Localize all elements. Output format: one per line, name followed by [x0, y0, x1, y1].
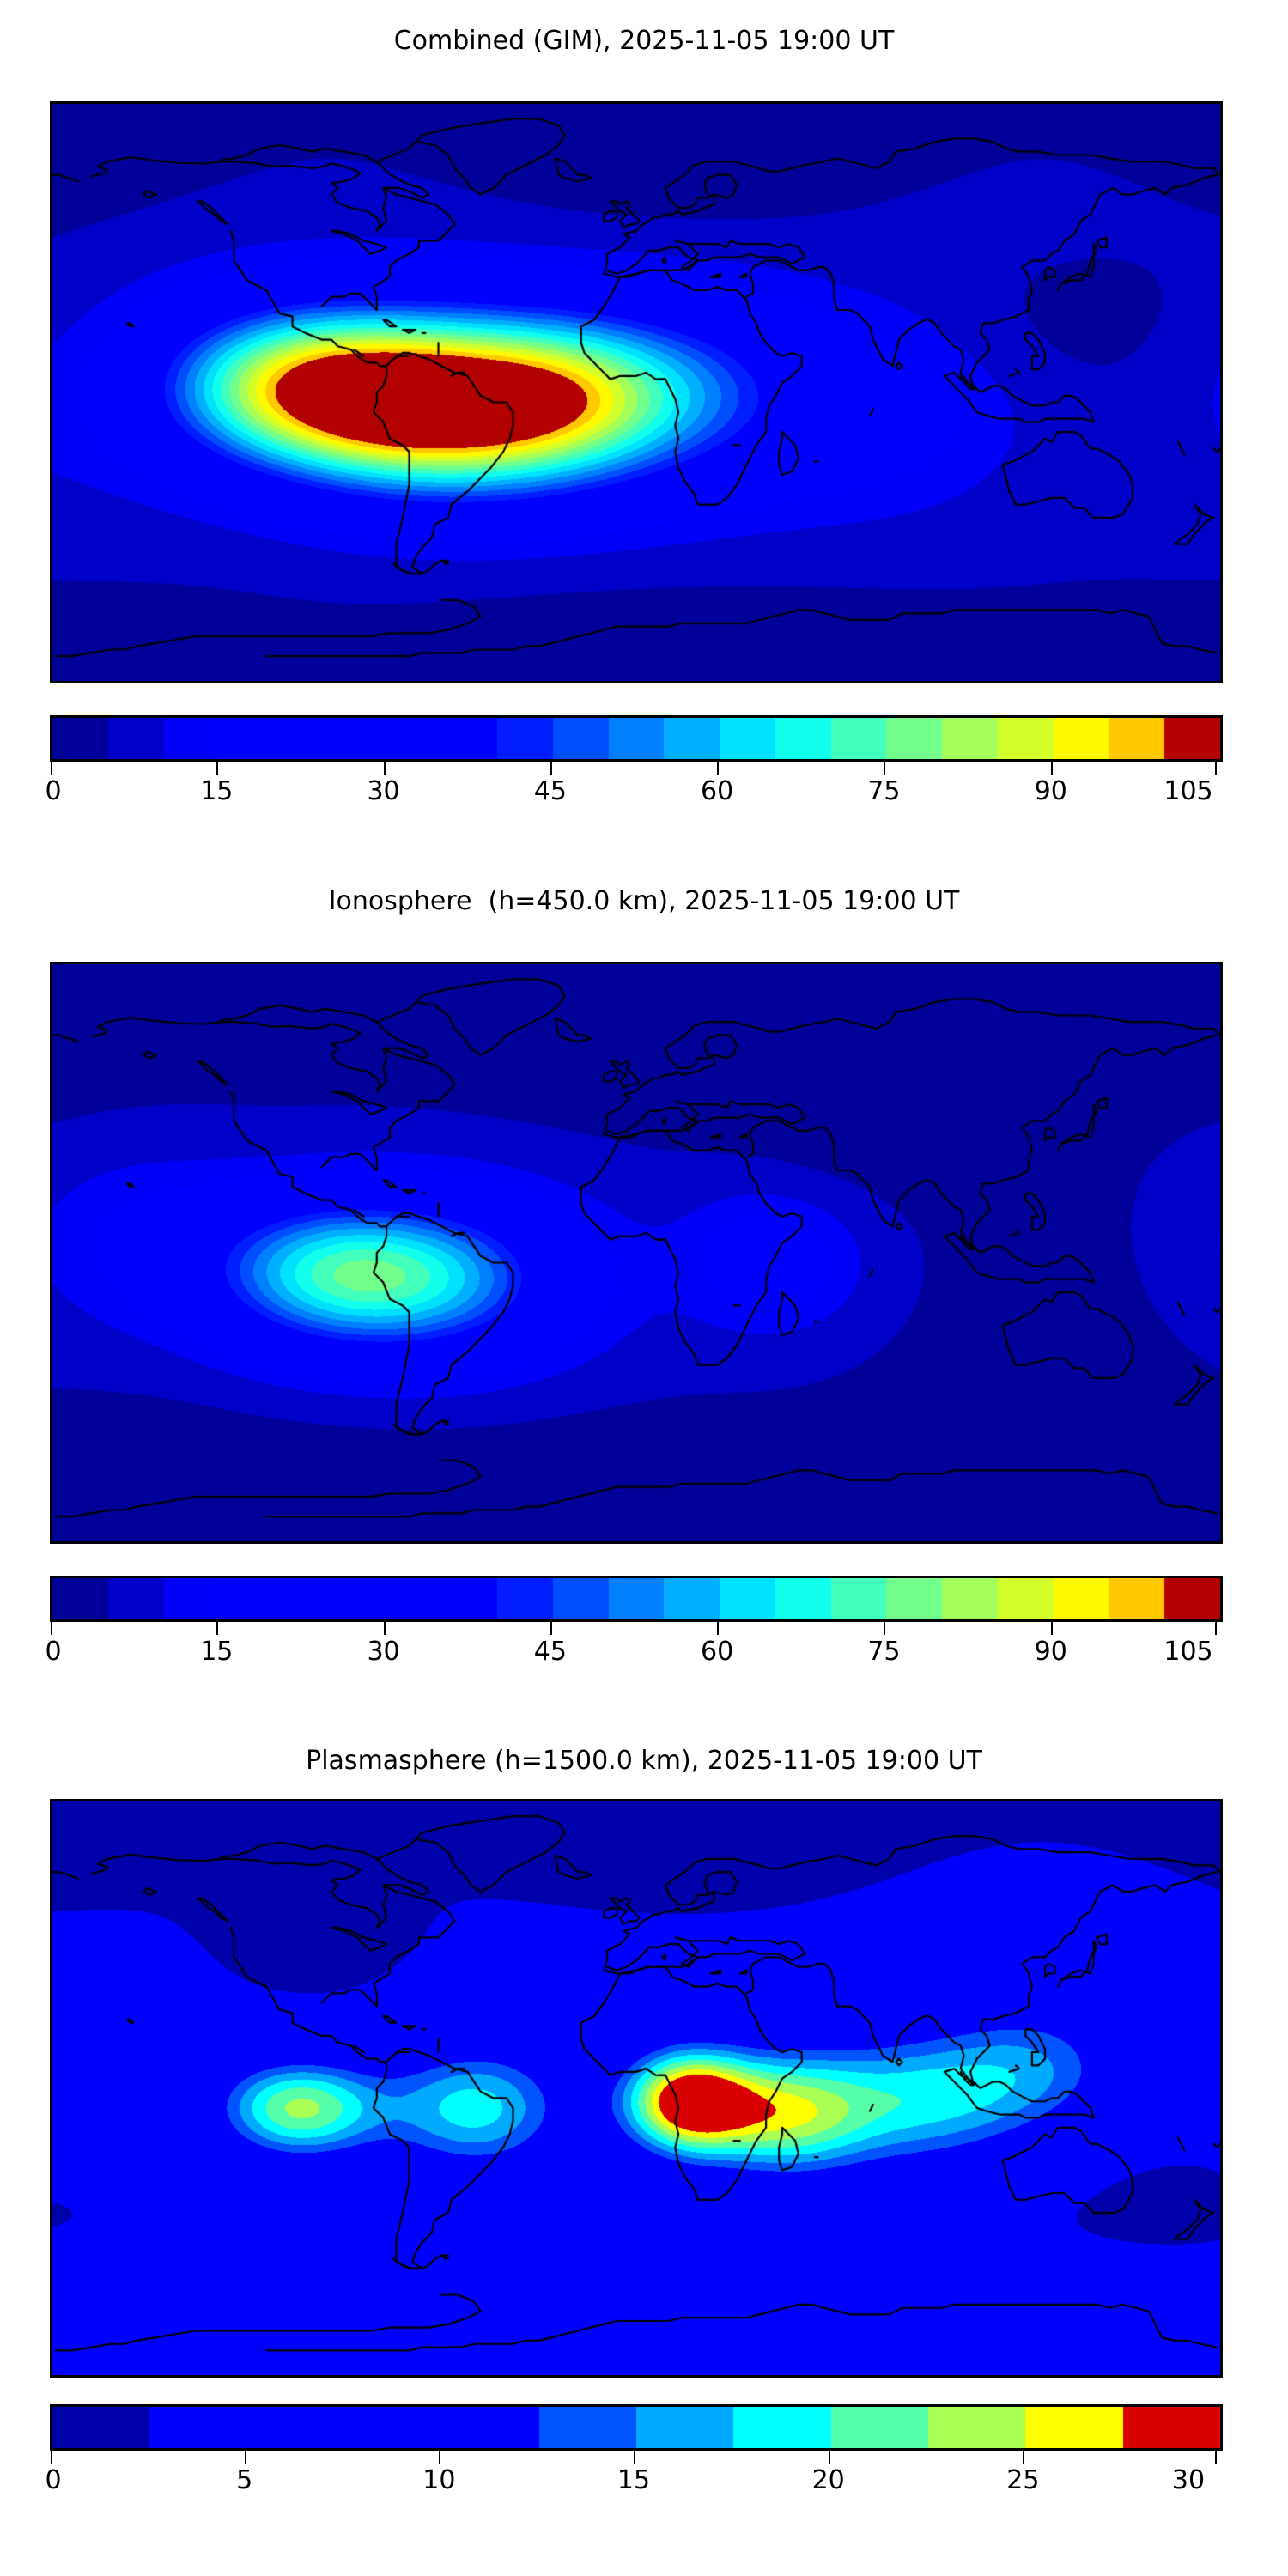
- colorbar-tick-label: 10: [422, 2465, 456, 2495]
- colorbar-tick-label: 30: [367, 1637, 400, 1667]
- colorbar-tick-label: 15: [200, 776, 234, 806]
- colorbar-tick: [550, 1622, 552, 1635]
- colorbar-axis-combined: 0 15 30 45 60 75 90 105: [45, 762, 1218, 813]
- colorbar-tick-label: 90: [1034, 1637, 1067, 1667]
- colorbar-swatch-strip-ionosphere: [50, 1576, 1223, 1622]
- colorbar-tick-label: 0: [45, 2465, 62, 2495]
- colorbar-tick-label: 25: [1006, 2465, 1040, 2495]
- colorbar-tick-label: 75: [867, 1637, 901, 1667]
- colorbar-tick: [1215, 1622, 1217, 1635]
- map-axes-combined: [50, 101, 1223, 683]
- map-axes-plasmasphere: [50, 1799, 1223, 2378]
- colorbar-tick: [1023, 2451, 1025, 2464]
- colorbar-tick: [717, 1622, 720, 1635]
- colorbar-tick: [51, 2451, 52, 2464]
- colorbar-tick-label: 45: [533, 776, 567, 806]
- colorbar-tick: [1215, 2451, 1217, 2464]
- panel-title-combined: Combined (GIM), 2025-11-05 19:00 UT: [393, 26, 895, 56]
- colorbar-tick: [383, 1622, 386, 1635]
- colorbar-tick-label: 5: [236, 2465, 253, 2495]
- colorbar-tick: [216, 1622, 219, 1635]
- colorbar-gradient-plasmasphere: [52, 2407, 1220, 2448]
- colorbar-tick-label: 20: [811, 2465, 845, 2495]
- colorbar-tick-label: 105: [1163, 1637, 1213, 1667]
- colorbar-tick-label: 45: [533, 1637, 567, 1667]
- colorbar-tick: [1050, 1622, 1053, 1635]
- colorbar-tick: [383, 762, 386, 775]
- colorbar-tick-label: 0: [45, 776, 62, 806]
- colorbar-tick: [51, 762, 52, 775]
- colorbar-tick: [550, 762, 552, 775]
- colorbar-swatch-strip-combined: [50, 715, 1223, 762]
- colorbar-tick-label: 15: [200, 1637, 234, 1667]
- colorbar-tick-label: 90: [1034, 776, 1067, 806]
- colorbar-tick: [1215, 762, 1217, 775]
- colorbar-tick: [51, 1622, 52, 1635]
- map-axes-ionosphere: [50, 962, 1223, 1544]
- colorbar-tick: [244, 2451, 246, 2464]
- colorbar-tick-label: 75: [867, 776, 901, 806]
- colorbar-tick: [216, 762, 219, 775]
- colorbar-tick-label: 15: [617, 2465, 651, 2495]
- colorbar-tick: [439, 2451, 441, 2464]
- colorbar-tick: [634, 2451, 635, 2464]
- panel-plasmasphere: Plasmasphere (h=1500.0 km), 2025-11-05 1…: [0, 1717, 1288, 2576]
- colorbar-gradient-combined: [52, 718, 1220, 759]
- colorbar-axis-plasmasphere: 0 5 10 15 20 25 30: [45, 2451, 1218, 2502]
- panel-combined-gim: Combined (GIM), 2025-11-05 19:00 UT 0 15 3…: [0, 0, 1288, 859]
- colorbar-tick: [828, 2451, 830, 2464]
- colorbar-tick: [717, 762, 720, 775]
- colorbar-swatch-strip-plasmasphere: [50, 2404, 1223, 2451]
- colorbar-tick-label: 30: [367, 776, 400, 806]
- panel-title-plasmasphere: Plasmasphere (h=1500.0 km), 2025-11-05 1…: [306, 1746, 982, 1776]
- panel-title-ionosphere: Ionosphere (h=450.0 km), 2025-11-05 19:0…: [328, 886, 960, 916]
- colorbar-gradient-ionosphere: [52, 1578, 1220, 1619]
- tec-heatmap-combined: [52, 104, 1220, 681]
- colorbar-tick: [884, 762, 886, 775]
- tec-heatmap-plasmasphere: [52, 1801, 1220, 2375]
- tec-heatmap-ionosphere: [52, 964, 1220, 1541]
- colorbar-tick: [1050, 762, 1053, 775]
- panel-ionosphere: Ionosphere (h=450.0 km), 2025-11-05 19:0…: [0, 859, 1288, 1717]
- colorbar-tick-label: 60: [701, 1637, 734, 1667]
- colorbar-tick-label: 60: [701, 776, 734, 806]
- colorbar-tick-label: 105: [1163, 776, 1213, 806]
- colorbar-tick: [884, 1622, 886, 1635]
- colorbar-tick-label: 0: [45, 1637, 62, 1667]
- colorbar-axis-ionosphere: 0 15 30 45 60 75 90 105: [45, 1622, 1218, 1674]
- colorbar-tick-label: 30: [1171, 2465, 1206, 2495]
